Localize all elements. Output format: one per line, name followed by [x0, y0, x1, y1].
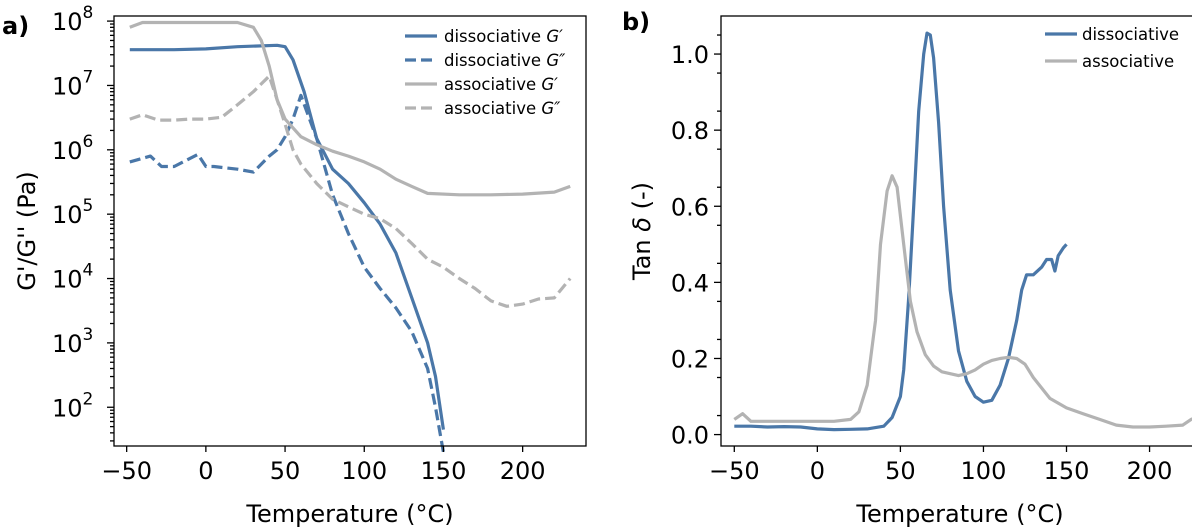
- panel-a-xlabel: Temperature (°C): [245, 500, 453, 527]
- panel-b-ytick-label: 0.2: [671, 345, 709, 373]
- panel-b-ytick-label: 1.0: [671, 41, 709, 69]
- panel-b-series-1: [733, 174, 1192, 429]
- panel-b-ytick-label: 0.4: [671, 269, 709, 297]
- panel-b-ylabel-prefix: Tan: [628, 232, 656, 281]
- legend-a-entry-2: associative G′: [444, 75, 558, 94]
- panel-a-xtick-label: −50: [101, 457, 152, 485]
- panel-a-frame: [113, 15, 587, 447]
- panel-a: a) −50 0 50 100 150 200102103104105106107108 …: [2, 3, 587, 527]
- panel-b-plot: −50 0 50 100 150 200 0.0 0.2 0.4 0.6 0.8 1.0: [671, 31, 1192, 485]
- legend-b-entry-1: associative: [1082, 52, 1174, 71]
- panel-a-ytick-label: 105: [52, 196, 93, 229]
- panel-b-label: b): [622, 8, 650, 36]
- panel-a-series-3: [129, 74, 572, 308]
- panel-a-xtick-label: 100: [341, 457, 387, 485]
- panel-a-xtick-label: 50: [270, 457, 301, 485]
- panel-a-ytick-label: 108: [52, 3, 93, 36]
- legend-a-entry-0: dissociative G′: [444, 27, 563, 46]
- panel-a-series-0: [129, 43, 445, 430]
- panel-a-ytick-label: 102: [52, 389, 93, 422]
- panel-b-ytick-label: 0.8: [671, 117, 709, 145]
- panel-b-ytick-label: 0.6: [671, 193, 709, 221]
- panel-b-ylabel-suffix: (-): [628, 182, 656, 217]
- panel-b-xtick-label: 50: [885, 457, 916, 485]
- panel-a-ytick-label: 106: [52, 132, 93, 165]
- panel-b-xtick-label: 150: [1044, 457, 1090, 485]
- legend-b-entry-0: dissociative: [1082, 25, 1179, 44]
- panel-b-series-0: [734, 31, 1068, 432]
- panel-a-series-1: [129, 93, 445, 453]
- panel-a-xtick-label: 200: [500, 457, 546, 485]
- panel-a-xtick-label: 150: [421, 457, 467, 485]
- panel-b-legend: dissociative associative: [1045, 25, 1179, 71]
- panel-a-series-2: [129, 20, 571, 197]
- panel-b-frame: [720, 15, 1192, 447]
- panel-b-xtick-label: 200: [1127, 457, 1173, 485]
- panel-a-legend: dissociative G′ dissociative G″ associativ…: [405, 27, 566, 118]
- panel-a-ytick-label: 107: [52, 67, 93, 100]
- panel-a-plot: −50 0 50 100 150 200 102 103 104 105 106 107 108: [52, 3, 572, 485]
- panel-a-xtick-label: 0: [198, 457, 213, 485]
- panel-b-xlabel: Temperature (°C): [855, 500, 1063, 527]
- legend-a-entry-3: associative G″: [444, 99, 561, 118]
- panel-a-ytick-label: 103: [52, 325, 93, 358]
- panel-b-xtick-label: 0: [810, 457, 825, 485]
- panel-b-ylabel: Tan δ (-): [628, 182, 656, 281]
- panel-b-xtick-label: 100: [961, 457, 1007, 485]
- legend-a-entry-1: dissociative G″: [444, 51, 566, 70]
- panel-a-ylabel: G'/G'' (Pa): [13, 171, 41, 291]
- panel-a-ytick-label: 104: [52, 261, 93, 294]
- panel-a-label: a): [2, 12, 29, 40]
- panel-b-ytick-label: 0.0: [671, 422, 709, 450]
- panel-b: b) −50 0 50 100 150 200 0.0 0.2 0.4 0.6 0.8 1.0 Tem…: [622, 8, 1192, 527]
- panel-b-xtick-label: −50: [709, 457, 760, 485]
- panel-b-ylabel-symbol: δ: [628, 217, 656, 232]
